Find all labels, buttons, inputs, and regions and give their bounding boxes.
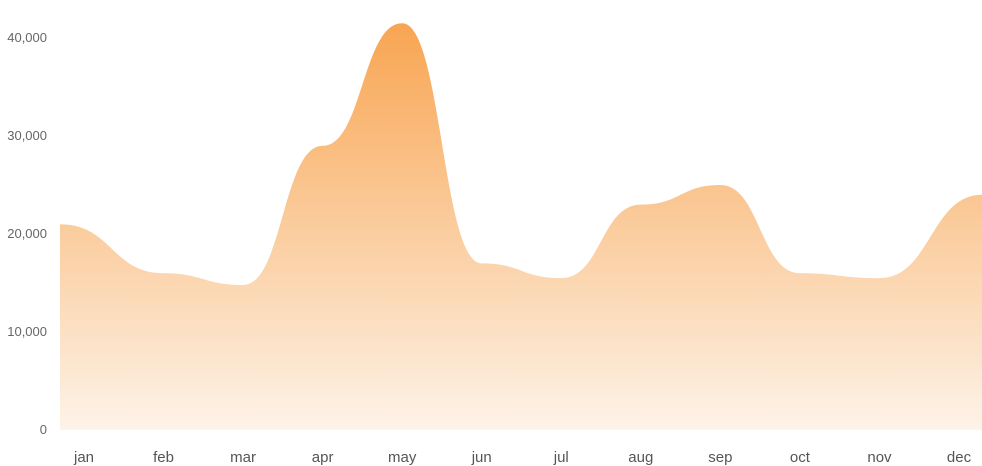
x-tick-label-sep: sep [708, 449, 732, 466]
x-tick-label-mar: mar [230, 449, 256, 466]
x-tick-label-aug: aug [628, 449, 653, 466]
area-series [60, 23, 982, 431]
x-tick-label-feb: feb [153, 449, 174, 466]
x-tick-label-jun: jun [471, 449, 492, 466]
area-fill [60, 23, 982, 431]
y-tick-label: 30,000 [7, 128, 47, 143]
y-tick-label: 10,000 [7, 324, 47, 339]
x-tick-label-dec: dec [947, 449, 972, 466]
x-tick-label-jan: jan [73, 449, 94, 466]
x-axis: jan feb mar apr may jun jul aug sep oct nov dec [73, 449, 972, 466]
x-tick-label-oct: oct [790, 449, 811, 466]
x-tick-label-jul: jul [553, 449, 569, 466]
y-tick-label: 40,000 [7, 30, 47, 45]
x-tick-label-nov: nov [867, 449, 892, 466]
y-tick-label: 20,000 [7, 226, 47, 241]
x-tick-label-may: may [388, 449, 417, 466]
y-axis: 0 10,000 20,000 30,000 40,000 [7, 30, 47, 437]
x-tick-label-apr: apr [312, 449, 334, 466]
y-tick-label: 0 [40, 422, 47, 437]
